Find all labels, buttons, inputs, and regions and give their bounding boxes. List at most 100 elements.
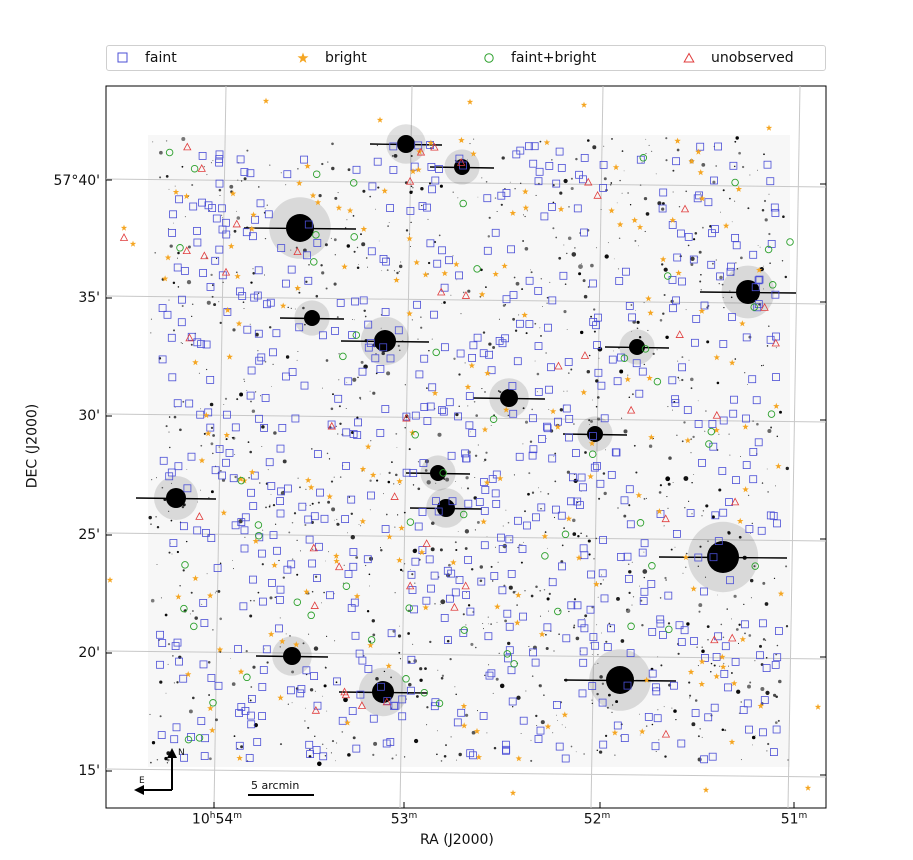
faint-target <box>534 177 543 186</box>
field-star <box>691 722 696 727</box>
field-star <box>437 669 439 671</box>
field-star <box>428 182 432 185</box>
field-star <box>433 240 437 244</box>
field-star <box>521 288 524 291</box>
grid-line-ra <box>399 85 413 809</box>
field-star <box>548 610 549 612</box>
field-star <box>308 755 312 758</box>
field-star <box>483 461 485 462</box>
faint-target <box>731 233 739 242</box>
field-star <box>155 477 157 479</box>
field-star <box>383 670 386 673</box>
faint-target <box>198 198 207 207</box>
faint-target <box>179 522 188 531</box>
bright-target <box>294 284 301 291</box>
field-star <box>450 294 452 296</box>
faint-target <box>342 428 351 437</box>
unobserved-target <box>119 233 129 241</box>
field-star <box>331 166 335 171</box>
faint-target <box>534 387 543 396</box>
faint-target <box>310 672 319 680</box>
unobserved-target <box>406 581 415 590</box>
bright-target <box>757 702 764 709</box>
field-star <box>747 384 748 386</box>
field-star <box>512 590 516 594</box>
bright-target <box>406 310 413 317</box>
target-markers <box>106 97 822 796</box>
field-star <box>498 318 500 320</box>
field-star <box>379 547 382 549</box>
field-star <box>361 242 366 247</box>
faint-target <box>711 225 719 234</box>
field-star <box>404 384 406 386</box>
field-star <box>557 720 558 721</box>
bright-target <box>719 653 726 660</box>
diffraction-spike <box>279 317 345 320</box>
faint-target <box>754 276 763 285</box>
field-star <box>347 753 351 757</box>
grid-line-ra <box>787 85 801 809</box>
faint-target <box>418 508 427 516</box>
field-star <box>209 757 212 761</box>
field-star <box>519 543 521 546</box>
field-star <box>663 293 666 297</box>
field-star <box>747 494 750 497</box>
field-star <box>409 190 413 194</box>
faint-target <box>670 681 678 690</box>
field-star <box>628 504 631 507</box>
field-star <box>150 761 152 764</box>
star-marker-icon <box>297 52 309 63</box>
faint-target <box>414 141 423 150</box>
faint-target <box>468 751 477 760</box>
field-star <box>627 563 630 565</box>
faint-bright-target <box>705 440 713 448</box>
field-star <box>211 295 214 298</box>
faint-target <box>211 256 220 265</box>
field-star <box>727 531 731 535</box>
diffraction-spike <box>562 433 628 436</box>
field-star <box>291 558 294 560</box>
field-star <box>179 428 182 432</box>
faint-target <box>313 239 322 247</box>
field-star <box>364 315 367 318</box>
bright-target <box>522 204 530 211</box>
field-star <box>636 327 639 330</box>
bright-target <box>647 309 654 316</box>
field-star <box>555 236 558 239</box>
faint-target <box>347 604 356 612</box>
field-star <box>449 657 452 661</box>
field-star <box>342 582 344 584</box>
field-star <box>393 270 395 272</box>
field-star <box>218 446 220 448</box>
field-star <box>699 728 701 730</box>
field-star <box>439 184 443 188</box>
ytick-label: 20' <box>78 645 100 661</box>
field-star <box>540 334 542 337</box>
faint-target <box>266 298 275 307</box>
field-star <box>694 232 698 235</box>
field-star <box>357 376 359 379</box>
bright-target <box>739 635 746 643</box>
field-star <box>620 639 625 643</box>
field-star <box>305 488 307 491</box>
field-star <box>593 308 596 311</box>
faint-target <box>256 199 265 208</box>
field-star <box>279 617 281 619</box>
faint-target <box>283 170 292 179</box>
xtick-label: 51m <box>780 811 808 828</box>
field-star <box>593 557 595 560</box>
field-star <box>404 427 406 429</box>
field-star <box>168 431 170 433</box>
field-star <box>735 628 739 631</box>
faint-target <box>394 326 403 335</box>
faint-target <box>694 420 703 428</box>
field-star <box>721 283 724 286</box>
faint-target <box>669 304 677 313</box>
field-star <box>249 599 252 602</box>
faint-target <box>225 448 234 457</box>
field-star <box>314 735 316 737</box>
faint-target <box>254 266 263 275</box>
field-star <box>324 755 327 757</box>
field-star <box>516 604 518 606</box>
field-star <box>662 312 665 315</box>
